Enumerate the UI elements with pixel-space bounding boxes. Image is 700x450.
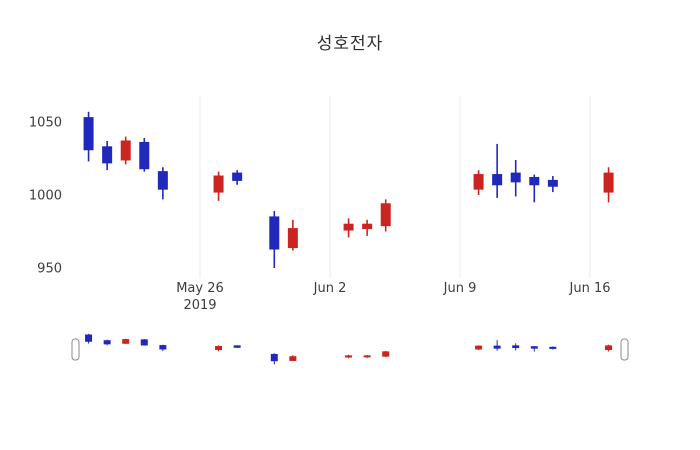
x-tick-sublabel: 2019 xyxy=(183,298,216,313)
mini-candle-2019-06-13 xyxy=(530,346,538,352)
x-tick-label: Jun 9 xyxy=(443,281,477,296)
mini-candle-2019-05-30 xyxy=(270,353,278,365)
x-tick-label: Jun 16 xyxy=(569,281,611,296)
mini-candle-2019-06-10 xyxy=(475,345,483,351)
candle-2019-06-11[interactable] xyxy=(492,143,503,198)
candle-2019-06-12[interactable] xyxy=(510,159,521,197)
mini-candle-2019-06-11 xyxy=(493,340,501,351)
mini-candle-2019-06-17 xyxy=(605,344,613,352)
candle-2019-05-23[interactable] xyxy=(139,138,150,172)
mini-candle-2019-06-05 xyxy=(382,351,390,358)
x-tick-label: Jun 2 xyxy=(313,281,347,296)
candle-2019-06-10[interactable] xyxy=(473,170,484,195)
candle-2019-05-21[interactable] xyxy=(102,140,113,171)
candle-2019-05-24[interactable] xyxy=(157,167,168,200)
mini-candle-2019-05-31 xyxy=(289,355,297,362)
y-tick-label: 1050 xyxy=(29,116,62,131)
candle-2019-05-22[interactable] xyxy=(120,136,131,165)
candle-2019-05-27[interactable] xyxy=(213,171,224,201)
x-tick-label: May 26 xyxy=(176,281,224,296)
mini-candle-2019-05-24 xyxy=(159,344,167,352)
mini-candle-2019-05-20 xyxy=(85,333,93,344)
candle-2019-06-03[interactable] xyxy=(343,218,354,238)
y-tick-label: 1000 xyxy=(29,189,62,204)
candle-2019-06-05[interactable] xyxy=(380,199,391,232)
mini-candle-2019-05-27 xyxy=(215,345,223,352)
mini-candle-2019-05-22 xyxy=(122,338,130,345)
y-tick-label: 950 xyxy=(37,262,62,277)
candle-2019-06-04[interactable] xyxy=(362,219,373,236)
candle-2019-06-17[interactable] xyxy=(603,167,614,203)
mini-candle-2019-05-21 xyxy=(103,339,111,346)
mini-candle-2019-06-03 xyxy=(345,354,353,359)
candle-2019-05-20[interactable] xyxy=(83,111,94,162)
chart-title: 성호전자 xyxy=(316,34,384,54)
candle-2019-06-13[interactable] xyxy=(529,174,540,203)
mini-candle-2019-05-23 xyxy=(140,339,148,346)
mini-candle-2019-05-28 xyxy=(233,345,241,349)
range-slider-left-handle[interactable] xyxy=(71,338,80,361)
candle-2019-05-31[interactable] xyxy=(287,219,298,251)
candle-2019-05-30[interactable] xyxy=(269,211,280,268)
mini-candle-2019-06-12 xyxy=(512,343,520,351)
candle-2019-06-14[interactable] xyxy=(547,176,558,193)
mini-candle-2019-06-14 xyxy=(549,346,557,350)
candle-2019-05-28[interactable] xyxy=(232,170,243,185)
range-slider-right-handle[interactable] xyxy=(620,338,629,361)
mini-candle-2019-06-04 xyxy=(363,355,371,359)
